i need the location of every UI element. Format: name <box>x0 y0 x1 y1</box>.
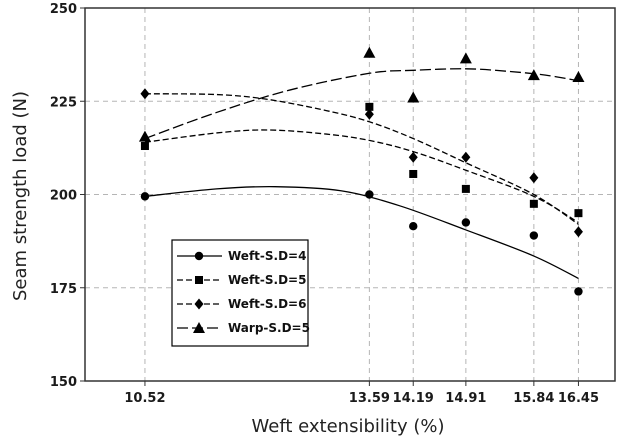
legend: Weft-S.D=4 Weft-S.D=5 Weft-S.D=6 Warp-S.D=5 <box>171 239 310 347</box>
data-point <box>409 169 418 178</box>
x-tick-label: 14.19 <box>393 391 434 406</box>
data-point <box>529 199 538 208</box>
data-point <box>140 142 149 151</box>
legend-marker <box>193 322 205 333</box>
series-diamond <box>140 88 583 238</box>
legend-marker <box>194 298 204 310</box>
data-point <box>529 172 539 184</box>
data-point <box>461 151 471 163</box>
x-tick-label: 13.59 <box>349 391 390 406</box>
data-point <box>363 46 376 58</box>
series-triangle <box>138 46 585 142</box>
y-tick-label: 175 <box>50 282 77 297</box>
legend-marker <box>195 276 203 284</box>
grid-lines <box>85 8 615 381</box>
data-point <box>461 184 470 193</box>
trend-line <box>144 129 579 224</box>
x-tick-label: 14.91 <box>445 391 486 406</box>
y-tick-label: 150 <box>50 375 77 390</box>
data-point <box>140 192 150 201</box>
data-point <box>365 102 374 111</box>
data-point <box>407 91 420 103</box>
legend-label: Weft-S.D=6 <box>228 297 306 311</box>
series-circle <box>140 185 583 296</box>
data-point <box>364 108 374 120</box>
data-point <box>138 130 151 142</box>
data-point <box>459 52 472 64</box>
legend-label: Weft-S.D=5 <box>228 273 306 287</box>
trend-line <box>144 68 579 140</box>
data-series <box>138 46 585 296</box>
y-axis-title: Seam strength load (N) <box>10 91 31 301</box>
x-tick-label: 10.52 <box>124 391 165 406</box>
data-point <box>572 71 585 83</box>
data-point <box>461 218 471 227</box>
x-axis-title: Weft extensibility (%) <box>252 416 445 437</box>
y-tick-label: 200 <box>50 189 77 204</box>
data-point <box>529 231 539 240</box>
legend-label: Weft-S.D=4 <box>228 249 306 263</box>
legend-label: Warp-S.D=5 <box>228 321 310 335</box>
trend-line <box>144 93 579 225</box>
data-point <box>140 88 150 100</box>
data-point <box>574 287 583 296</box>
data-point <box>573 226 583 238</box>
data-point <box>365 190 374 199</box>
x-tick-label: 16.45 <box>558 391 599 406</box>
series-square <box>140 102 583 224</box>
axes: 10.52 13.59 14.19 14.91 15.84 16.45 150 175 200 2… <box>50 2 599 406</box>
x-tick-label: 15.84 <box>513 391 554 406</box>
data-point <box>409 222 418 231</box>
y-tick-label: 225 <box>50 95 77 110</box>
data-point <box>574 209 583 218</box>
y-tick-label: 250 <box>50 2 77 17</box>
data-point <box>408 151 418 163</box>
legend-marker <box>194 251 204 261</box>
data-point <box>527 69 540 81</box>
